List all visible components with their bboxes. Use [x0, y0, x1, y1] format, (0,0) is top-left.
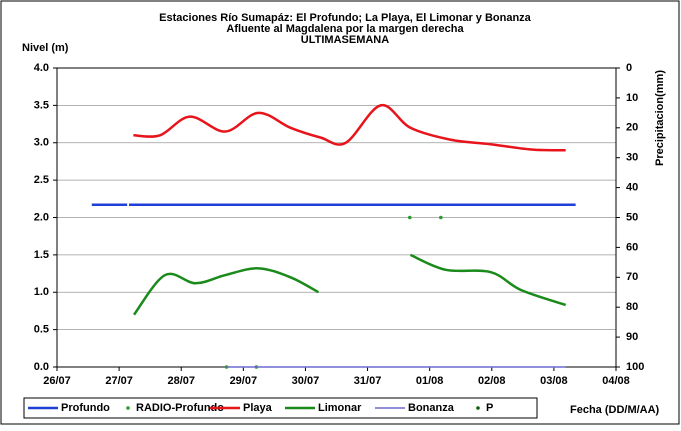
y2-tick-label: 0: [626, 62, 632, 74]
y-tick-label: 1.0: [34, 286, 49, 298]
y2-tick-label: 50: [626, 211, 638, 223]
legend-label: Playa: [243, 402, 273, 414]
y-tick-label: 3.5: [34, 99, 49, 111]
x-tick-label: 04/08: [602, 375, 630, 387]
y-tick-label: 3.0: [34, 137, 49, 149]
x-tick-label: 31/07: [354, 375, 382, 387]
y2-tick-label: 20: [626, 122, 638, 134]
y-tick-label: 4.0: [34, 62, 49, 74]
y-tick-label: 0.5: [34, 324, 49, 336]
x-tick-label: 28/07: [167, 375, 195, 387]
x-tick-label: 02/08: [478, 375, 506, 387]
series-line: [133, 104, 566, 152]
chart-title: Estaciones Río Sumapáz: El Profundo; La …: [159, 12, 532, 24]
legend-label: RADIO-Profundo: [136, 402, 224, 414]
x-tick-label: 30/07: [292, 375, 320, 387]
chart-subtitle: ULTIMASEMANA: [301, 34, 389, 46]
y-tick-label: 2.5: [34, 174, 49, 186]
legend-label: P: [486, 402, 493, 414]
point: [407, 215, 412, 220]
legend-label: Limonar: [318, 402, 362, 414]
x-tick-label: 01/08: [416, 375, 444, 387]
series-line: [133, 253, 567, 316]
legend-label: Profundo: [61, 402, 110, 414]
x-tick-label: 26/07: [43, 375, 71, 387]
y2-tick-label: 10: [626, 92, 638, 104]
y2-tick-label: 90: [626, 331, 638, 343]
y-tick-label: 0.0: [34, 361, 49, 373]
y2-tick-label: 100: [626, 361, 644, 373]
legend-label: Bonanza: [408, 402, 455, 414]
y2-tick-label: 80: [626, 301, 638, 313]
x-axis-label: Fecha (DD/M/AA): [570, 404, 660, 416]
chart-subtitle: Afluente al Magdalena por la margen dere…: [226, 23, 464, 35]
x-tick-label: 29/07: [230, 375, 258, 387]
legend-box: [23, 397, 538, 419]
y2-tick-label: 60: [626, 241, 638, 253]
point: [439, 215, 443, 220]
legend-marker: [126, 406, 130, 410]
y-tick-label: 2.0: [34, 211, 49, 223]
y2-tick-label: 40: [626, 182, 638, 194]
x-tick-label: 03/08: [540, 375, 568, 387]
y2-axis-label: Precipitacion(mm): [654, 70, 666, 166]
y2-tick-label: 70: [626, 271, 638, 283]
x-tick-label: 27/07: [105, 375, 133, 387]
y2-tick-label: 30: [626, 152, 638, 164]
legend-marker: [476, 406, 480, 410]
y-tick-label: 1.5: [34, 249, 49, 261]
y-axis-label: Nivel (m): [22, 42, 69, 54]
